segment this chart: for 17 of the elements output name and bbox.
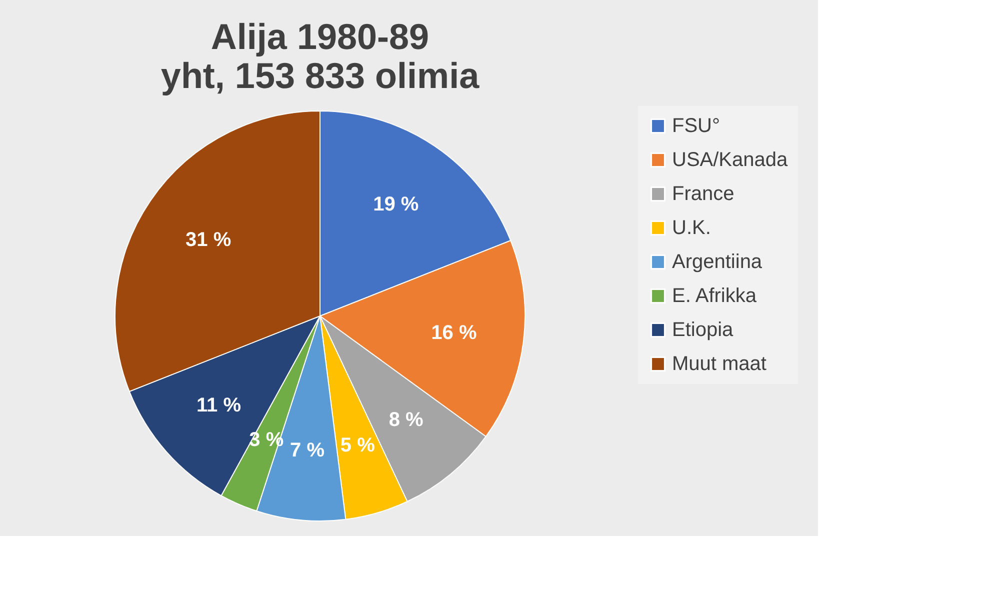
chart-subtitle: yht, 153 833 olimia <box>160 55 480 96</box>
data-label: 11 % <box>196 394 242 416</box>
legend-label: Argentiina <box>672 251 763 273</box>
data-label: 16 % <box>431 322 477 344</box>
data-label: 5 % <box>340 434 376 457</box>
legend-label: Muut maat <box>672 353 767 375</box>
data-label: 8 % <box>388 409 424 432</box>
legend-label: FSU° <box>672 115 720 137</box>
data-label: 31 % <box>186 229 232 252</box>
data-label: 19 % <box>373 193 419 216</box>
chart-title: Alija 1980-89 <box>210 16 430 57</box>
data-label: 7 % <box>290 439 325 462</box>
legend-label: U.K. <box>672 217 711 239</box>
legend-label: France <box>672 183 734 205</box>
legend-label: Etiopia <box>672 319 734 341</box>
legend-label: USA/Kanada <box>672 149 789 171</box>
legend-label: E. Afrikka <box>672 285 758 307</box>
